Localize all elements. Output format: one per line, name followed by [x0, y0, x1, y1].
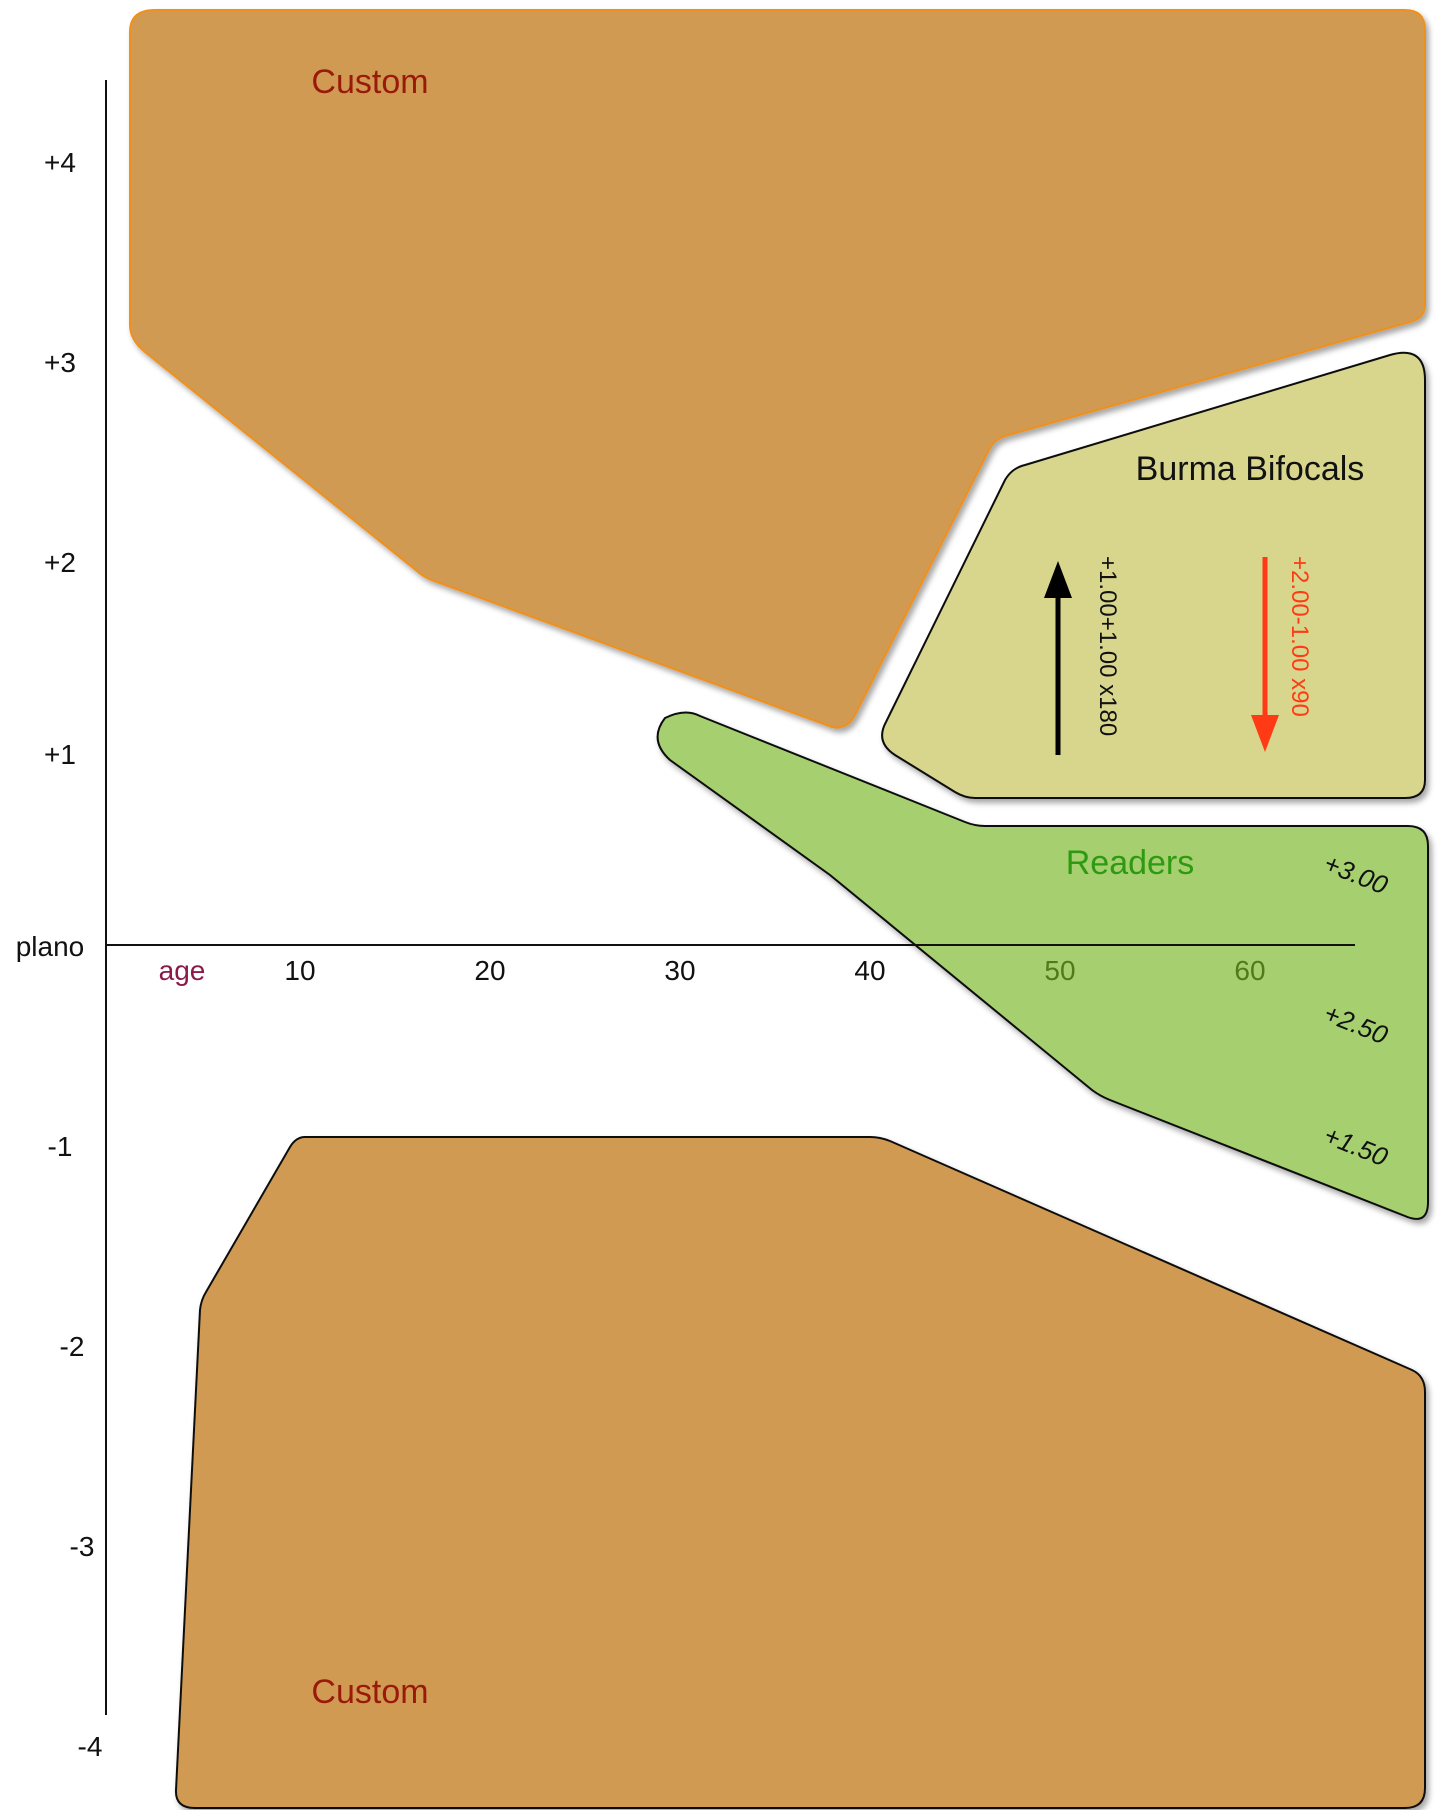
- y-tick-minus-2: -2: [60, 1331, 85, 1362]
- x-axis-label-age: age: [159, 955, 206, 986]
- rx-up-arrowhead: [1044, 561, 1072, 598]
- y-tick-plus-2: +2: [44, 547, 76, 578]
- x-tick-30: 30: [664, 955, 695, 986]
- custom-top-region: [129, 9, 1426, 729]
- x-tick-10: 10: [284, 955, 315, 986]
- rx-down-label: +2.00-1.00 x90: [1286, 556, 1313, 717]
- readers-label: Readers: [1066, 844, 1195, 882]
- burma-bifocals-region: [881, 351, 1426, 799]
- y-tick-plus-1: +1: [44, 739, 76, 770]
- rx-up-label: +1.00+1.00 x180: [1094, 556, 1121, 736]
- y-tick-minus-4: -4: [78, 1731, 103, 1762]
- custom-top-label: Custom: [311, 63, 428, 101]
- rx-down-arrowhead: [1251, 715, 1279, 752]
- custom-bottom-region: [174, 1136, 1426, 1809]
- x-tick-50: 50: [1044, 955, 1075, 986]
- x-tick-60: 60: [1234, 955, 1265, 986]
- y-tick-minus-1: -1: [48, 1131, 73, 1162]
- burma-bifocals-label: Burma Bifocals: [1136, 450, 1365, 488]
- y-tick-plano: plano: [16, 931, 85, 962]
- y-tick-minus-3: -3: [70, 1531, 95, 1562]
- y-tick-plus-4: +4: [44, 147, 76, 178]
- custom-bottom-label: Custom: [311, 1673, 428, 1711]
- x-tick-40: 40: [854, 955, 885, 986]
- readers-region: [656, 711, 1429, 1220]
- x-tick-20: 20: [474, 955, 505, 986]
- y-tick-plus-3: +3: [44, 347, 76, 378]
